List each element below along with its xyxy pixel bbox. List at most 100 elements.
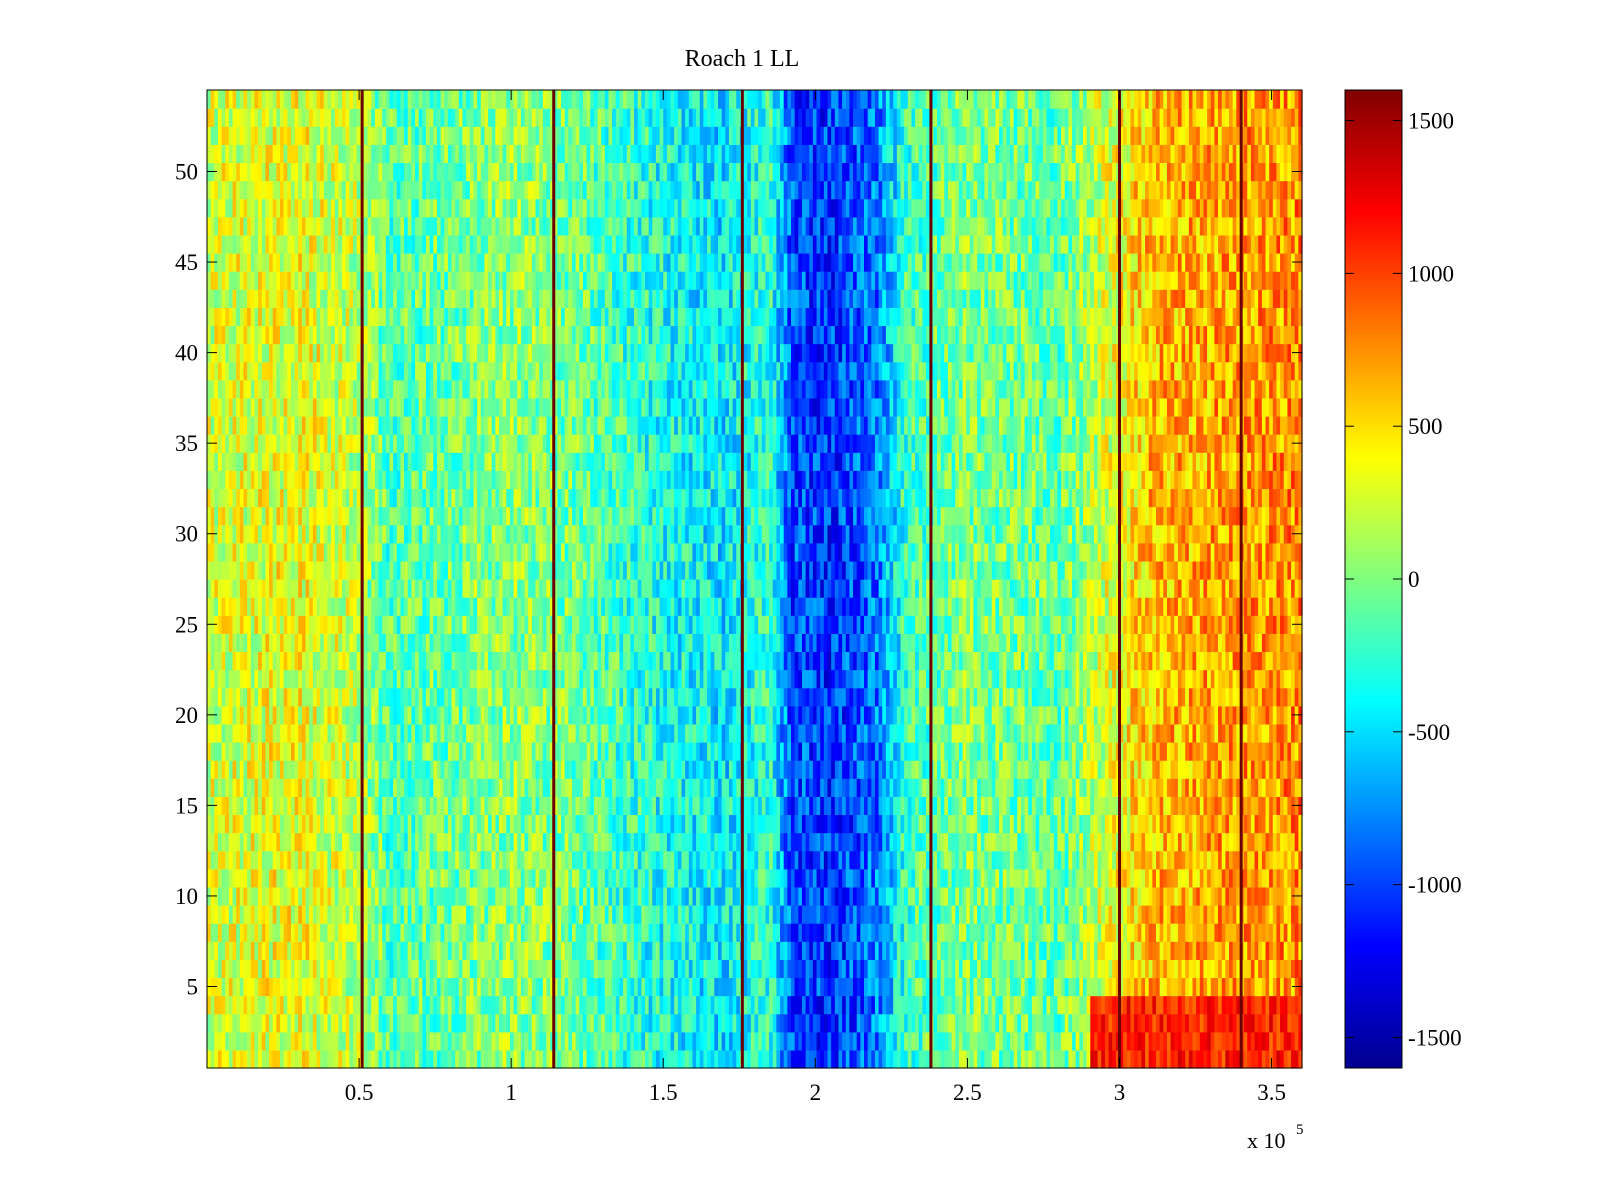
heatmap-cell — [1061, 995, 1066, 1015]
heatmap-cell — [725, 886, 730, 906]
heatmap-cell — [907, 941, 913, 960]
heatmap-cell — [404, 995, 409, 1015]
heatmap-cell — [254, 941, 259, 960]
heatmap-cell — [958, 905, 964, 924]
heatmap-cell — [1207, 886, 1212, 906]
heatmap-cell — [1166, 923, 1172, 942]
heatmap-cell — [769, 959, 774, 979]
heatmap-cell — [926, 814, 931, 834]
heatmap-cell — [1254, 778, 1259, 797]
heatmap-cell — [1221, 832, 1226, 852]
heatmap-cell — [820, 778, 825, 797]
heatmap-cell — [885, 850, 891, 870]
heatmap-cell — [1298, 959, 1303, 979]
heatmap-cell — [1269, 796, 1274, 816]
heatmap-cell — [382, 923, 387, 942]
heatmap-cell — [320, 959, 325, 979]
heatmap-cell — [834, 959, 840, 979]
heatmap-cell — [1020, 868, 1026, 888]
heatmap-cell — [582, 760, 588, 779]
heatmap-cell — [1294, 1049, 1299, 1069]
heatmap-cell — [265, 995, 270, 1015]
heatmap-cell — [225, 905, 230, 924]
heatmap-cell — [254, 1049, 259, 1069]
heatmap-cell — [619, 905, 624, 924]
heatmap-cell — [652, 959, 657, 979]
heatmap-cell — [947, 1049, 953, 1069]
heatmap-cell — [1028, 959, 1033, 979]
heatmap-cell — [1024, 868, 1029, 888]
heatmap-cell — [1141, 959, 1146, 979]
heatmap-cell — [1123, 959, 1128, 979]
heatmap-cell — [853, 1049, 858, 1069]
heatmap-cell — [619, 778, 624, 797]
heatmap-cell — [838, 977, 843, 997]
heatmap-cell — [1115, 941, 1121, 960]
heatmap-cell — [995, 1049, 1000, 1069]
heatmap-cell — [1250, 796, 1256, 816]
heatmap-cell — [371, 868, 376, 888]
heatmap-cell — [349, 1049, 354, 1069]
heatmap-cell — [1254, 923, 1259, 942]
heatmap-cell — [864, 1031, 869, 1051]
heatmap-cell — [718, 995, 723, 1015]
heatmap-cell — [904, 850, 909, 870]
heatmap-cell — [699, 850, 704, 870]
heatmap-cell — [513, 796, 518, 816]
heatmap-cell — [579, 886, 584, 906]
heatmap-cell — [499, 977, 504, 997]
heatmap-cell — [882, 1013, 887, 1033]
heatmap-cell — [718, 977, 723, 997]
heatmap-cell — [1181, 850, 1186, 870]
heatmap-cell — [1006, 941, 1011, 960]
heatmap-cell — [809, 760, 814, 779]
heatmap-cell — [980, 905, 986, 924]
heatmap-cell — [564, 796, 569, 816]
heatmap-cell — [765, 977, 770, 997]
heatmap-cell — [484, 923, 489, 942]
heatmap-cell — [1236, 959, 1241, 979]
heatmap-cell — [298, 1013, 303, 1033]
heatmap-cell — [1250, 959, 1256, 979]
heatmap-cell — [1185, 905, 1190, 924]
heatmap-cell — [812, 941, 818, 960]
heatmap-cell — [907, 959, 913, 979]
heatmap-cell — [1057, 959, 1062, 979]
heatmap-cell — [1057, 796, 1062, 816]
heatmap-cell — [966, 959, 971, 979]
heatmap-cell — [265, 760, 270, 779]
heatmap-cell — [524, 814, 529, 834]
heatmap-cell — [1141, 814, 1146, 834]
heatmap-cell — [1115, 923, 1121, 942]
heatmap-cell — [290, 1049, 296, 1069]
heatmap-cell — [210, 1049, 215, 1069]
heatmap-cell — [590, 868, 595, 888]
heatmap-cell — [236, 905, 241, 924]
heatmap-cell — [280, 995, 285, 1015]
heatmap-cell — [1123, 850, 1128, 870]
heatmap-cell — [1119, 1013, 1124, 1033]
heatmap-cell — [345, 886, 350, 906]
heatmap-cell — [864, 941, 869, 960]
heatmap-cell — [473, 886, 478, 906]
heatmap-cell — [677, 868, 683, 888]
heatmap-cell — [349, 850, 354, 870]
heatmap-cell — [338, 923, 343, 942]
heatmap-cell — [776, 941, 781, 960]
heatmap-cell — [1141, 905, 1146, 924]
heatmap-cell — [885, 1013, 891, 1033]
heatmap-cell — [597, 941, 602, 960]
heatmap-cell — [305, 760, 310, 779]
heatmap-cell — [309, 977, 314, 997]
heatmap-cell — [947, 868, 953, 888]
heatmap-cell — [561, 977, 566, 997]
heatmap-cell — [933, 814, 938, 834]
heatmap-cell — [586, 995, 591, 1015]
heatmap-cell — [1170, 814, 1175, 834]
heatmap-cell — [805, 832, 810, 852]
heatmap-cell — [404, 941, 409, 960]
heatmap-cell — [747, 868, 752, 888]
heatmap-cell — [298, 796, 303, 816]
heatmap-cell — [1010, 905, 1015, 924]
heatmap-cell — [331, 796, 336, 816]
